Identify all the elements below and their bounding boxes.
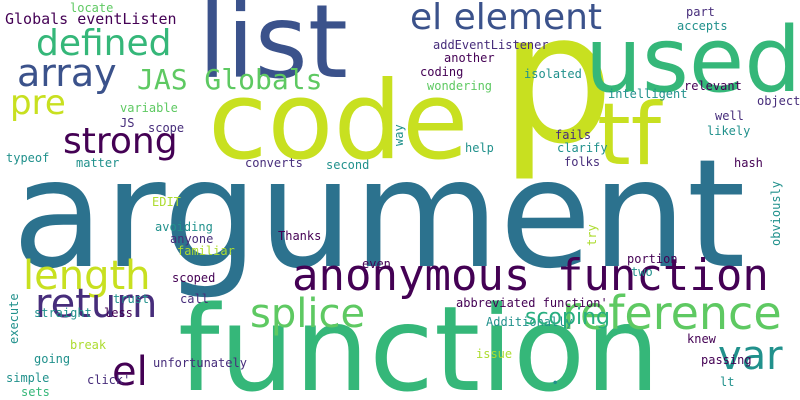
word-knew: straight <box>34 306 92 320</box>
word-way: click' <box>87 373 131 387</box>
word-scope: scope <box>148 121 185 135</box>
word-another: addEventListener <box>433 38 549 52</box>
word-click: issue <box>476 347 513 361</box>
word-isolated: wondering <box>427 79 493 93</box>
word-two: Thanks <box>278 229 322 243</box>
word-addeventlistener: way <box>392 124 406 146</box>
word-reference: reference <box>562 286 782 340</box>
word-length: length <box>23 253 151 299</box>
word-likely: well <box>715 109 744 123</box>
word-locate: locate <box>70 1 114 15</box>
word-intelligent: relevant <box>684 79 742 93</box>
word-well: object <box>757 94 800 108</box>
word-accepts: part <box>686 5 715 19</box>
word-try: • <box>549 378 563 386</box>
word-anonymous-function: anonymous function <box>292 250 769 301</box>
word-hash: folks <box>564 155 601 169</box>
word-abbreviated-function: even <box>362 257 391 271</box>
word-var: var <box>718 333 783 379</box>
word-edit: hash <box>734 156 763 170</box>
word-list: list <box>198 0 348 102</box>
word-typeof: typeof <box>6 151 50 165</box>
word-array: array <box>17 51 117 95</box>
word-break: less <box>104 306 133 320</box>
word-el-element: el element <box>410 0 603 38</box>
word-part: isolated <box>524 67 582 81</box>
word-splice: splice <box>250 291 366 337</box>
word-strong: strong <box>63 121 178 162</box>
word-p: p <box>500 0 615 184</box>
word-function: function <box>178 280 661 400</box>
word-globals-eventlisten: Globals eventListen <box>5 10 177 28</box>
word-js: JS <box>120 116 135 130</box>
word-avoiding: obviously <box>769 180 783 246</box>
word-used: used <box>585 8 800 113</box>
word-defined: defined <box>36 23 172 64</box>
word-tf: tf <box>597 85 661 185</box>
word-simple: going <box>34 352 71 366</box>
word-obviously: lt <box>720 375 735 389</box>
word-issue: Additionally <box>486 315 573 329</box>
word-fails: likely <box>707 124 751 138</box>
word-additionally: abbreviated function' <box>456 296 608 310</box>
word-passing: knew <box>687 332 716 346</box>
word-lt: passing <box>701 353 752 367</box>
word-help: clarify <box>557 141 608 155</box>
word-wondering: coding <box>420 65 464 79</box>
word-sets: unfortunately <box>153 356 247 370</box>
word-scoped: try <box>585 224 599 246</box>
word-el: el <box>112 349 148 395</box>
word-unfortunately: break <box>70 338 107 352</box>
word-return: return <box>35 281 158 327</box>
word-second: second <box>326 158 370 172</box>
word-going: execute <box>7 293 21 344</box>
word-coding: another <box>444 51 495 65</box>
word-scoping: simple <box>6 371 50 385</box>
word-anyone: EDIT <box>152 195 181 209</box>
word-matter: matter <box>76 156 120 170</box>
word-folks: help <box>465 141 494 155</box>
word-argument: argument <box>12 128 746 302</box>
word-dot: scoping <box>525 305 611 330</box>
word-converts: converts <box>245 156 303 170</box>
word-even: portion <box>627 252 678 266</box>
word-thanks: anyone <box>170 232 214 246</box>
word-trust: two <box>631 265 653 279</box>
word-portion: familiar <box>177 244 235 258</box>
word-pre: pre <box>10 83 66 123</box>
word-object: intelligent <box>608 87 688 101</box>
word-variable: variable <box>120 101 178 115</box>
word-clarify: fails <box>555 128 592 142</box>
word-straight: trust <box>113 292 150 306</box>
word-less: call <box>180 292 209 306</box>
word-relevant: accepts <box>677 19 728 33</box>
word-familiar: avoiding <box>155 220 213 234</box>
word-jas-globals: JAS Globals <box>137 63 323 96</box>
word-code: code <box>208 59 469 184</box>
word-call: scoped <box>172 271 216 285</box>
word-execute: sets <box>21 385 50 399</box>
